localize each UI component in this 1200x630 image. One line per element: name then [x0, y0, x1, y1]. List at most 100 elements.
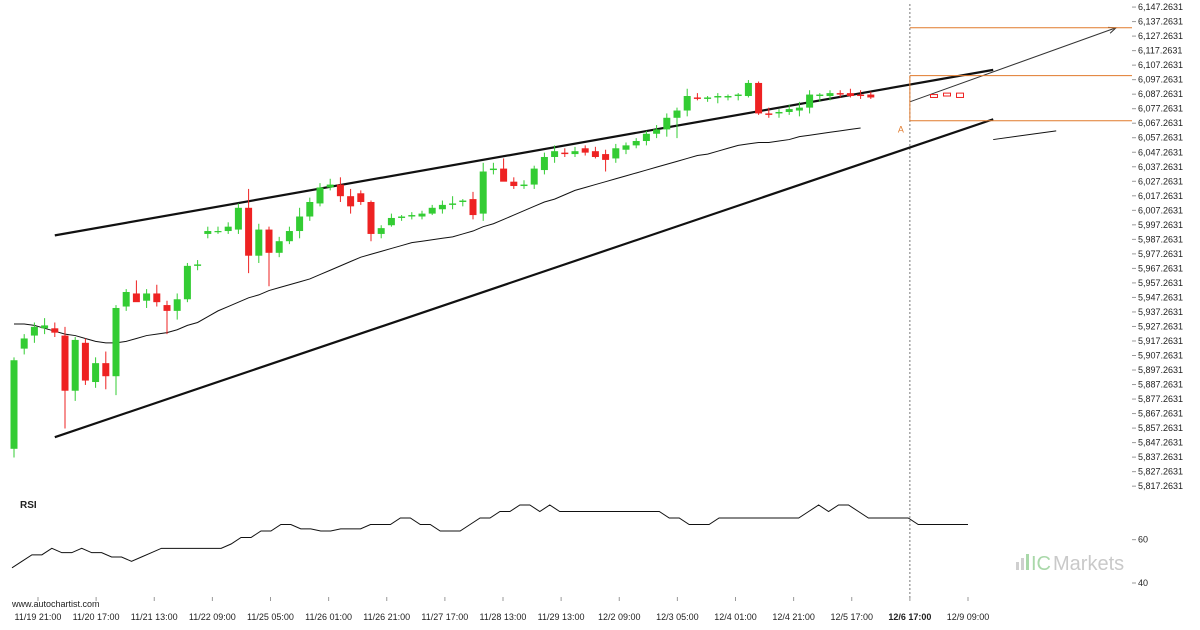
candle	[602, 149, 610, 172]
y-tick-label: 6,007.2631	[1138, 205, 1183, 215]
candle	[408, 212, 416, 220]
candle	[683, 88, 691, 117]
y-tick-label: 5,947.2631	[1138, 292, 1183, 302]
candle	[255, 223, 263, 263]
candle	[744, 80, 752, 98]
candle-body	[51, 328, 59, 333]
brand-bars-icon	[1016, 554, 1029, 570]
candle	[785, 104, 793, 115]
y-tick-label: 6,117.2631	[1138, 46, 1182, 56]
candle-body	[632, 141, 640, 146]
candle	[377, 225, 385, 239]
candle	[826, 90, 834, 101]
brand-prefix: IC	[1031, 553, 1051, 575]
y-tick-label: 5,817.2631	[1138, 481, 1183, 491]
candle-body	[734, 94, 742, 97]
candle-body	[744, 82, 752, 97]
candle-body	[275, 241, 283, 253]
y-tick-label: 5,877.2631	[1138, 394, 1183, 404]
candle-body	[459, 200, 467, 202]
y-tick-label: 6,047.2631	[1138, 147, 1183, 157]
forecast-candle	[943, 92, 951, 97]
candle-body	[377, 228, 385, 234]
candle-body	[398, 216, 406, 218]
candle-body	[408, 215, 416, 217]
x-tick-label: 11/28 13:00	[480, 612, 527, 622]
candle-body	[520, 184, 528, 187]
y-tick-label: 6,087.2631	[1138, 89, 1183, 99]
candle	[336, 177, 344, 202]
candle	[224, 222, 232, 234]
candle	[428, 204, 436, 216]
candle-body	[20, 338, 28, 349]
candle-body	[61, 335, 69, 391]
y-tick-label: 5,997.2631	[1138, 220, 1183, 230]
candle-body	[530, 168, 538, 185]
candle	[693, 93, 701, 101]
candle	[163, 300, 171, 335]
candle	[857, 90, 865, 99]
candles	[10, 80, 964, 458]
candle	[775, 109, 783, 118]
candle	[795, 101, 803, 117]
candle-body	[143, 293, 151, 301]
candle-body	[428, 207, 436, 214]
candle	[806, 90, 814, 114]
forecast-arrow-line	[909, 27, 1117, 103]
candle	[326, 178, 334, 191]
candle-body	[245, 207, 253, 256]
candle	[551, 145, 559, 163]
y-tick-label: 6,107.2631	[1138, 60, 1183, 70]
candle-body	[714, 96, 722, 98]
candle	[10, 357, 18, 458]
candle	[92, 357, 100, 388]
candle	[132, 280, 140, 303]
candle-body	[71, 339, 79, 391]
candle	[755, 81, 763, 115]
moving-average-projection	[993, 130, 1057, 141]
candle	[500, 158, 508, 182]
candle-body	[387, 217, 395, 226]
x-tick-label: 12/9 09:00	[947, 612, 990, 622]
y-tick-label: 6,137.2631	[1138, 17, 1183, 27]
candle-body	[41, 325, 49, 329]
candle-body	[183, 265, 191, 300]
forecast-candle	[930, 94, 938, 98]
candle	[653, 125, 661, 139]
y-tick-label: 6,077.2631	[1138, 104, 1183, 114]
x-tick-label: 11/26 01:00	[305, 612, 352, 622]
candle	[816, 93, 824, 102]
candle-body	[102, 363, 110, 377]
moving-average-line	[14, 127, 861, 344]
y-tick-label: 5,957.2631	[1138, 278, 1183, 288]
x-tick-label: 11/20 17:00	[73, 612, 120, 622]
candle-body	[704, 97, 712, 99]
candle-body	[112, 307, 120, 377]
candle	[530, 165, 538, 189]
y-tick-label: 5,967.2631	[1138, 263, 1183, 273]
candle-body	[510, 181, 518, 187]
candle-body	[285, 231, 293, 242]
candle	[867, 91, 875, 99]
candle	[367, 200, 375, 242]
candle-body	[591, 151, 599, 157]
candle	[387, 213, 395, 227]
x-tick-label: 11/21 13:00	[131, 612, 178, 622]
candle-body	[561, 152, 569, 155]
candle-body	[357, 193, 365, 202]
candle-body	[857, 94, 865, 97]
x-tick-label: 12/4 21:00	[772, 612, 815, 622]
candle	[765, 107, 773, 118]
candle-body	[795, 107, 803, 111]
candle	[438, 200, 446, 214]
candle-body	[826, 93, 834, 97]
y-tick-label: 6,147.2631	[1138, 2, 1183, 12]
candle	[724, 94, 732, 101]
candle-body	[122, 292, 130, 307]
y-tick-label: 6,067.2631	[1138, 118, 1183, 128]
candle-body	[693, 97, 701, 99]
x-tick-label: 11/22 09:00	[189, 612, 236, 622]
candle-body	[806, 94, 814, 108]
candle	[285, 226, 293, 245]
candle	[61, 326, 69, 429]
